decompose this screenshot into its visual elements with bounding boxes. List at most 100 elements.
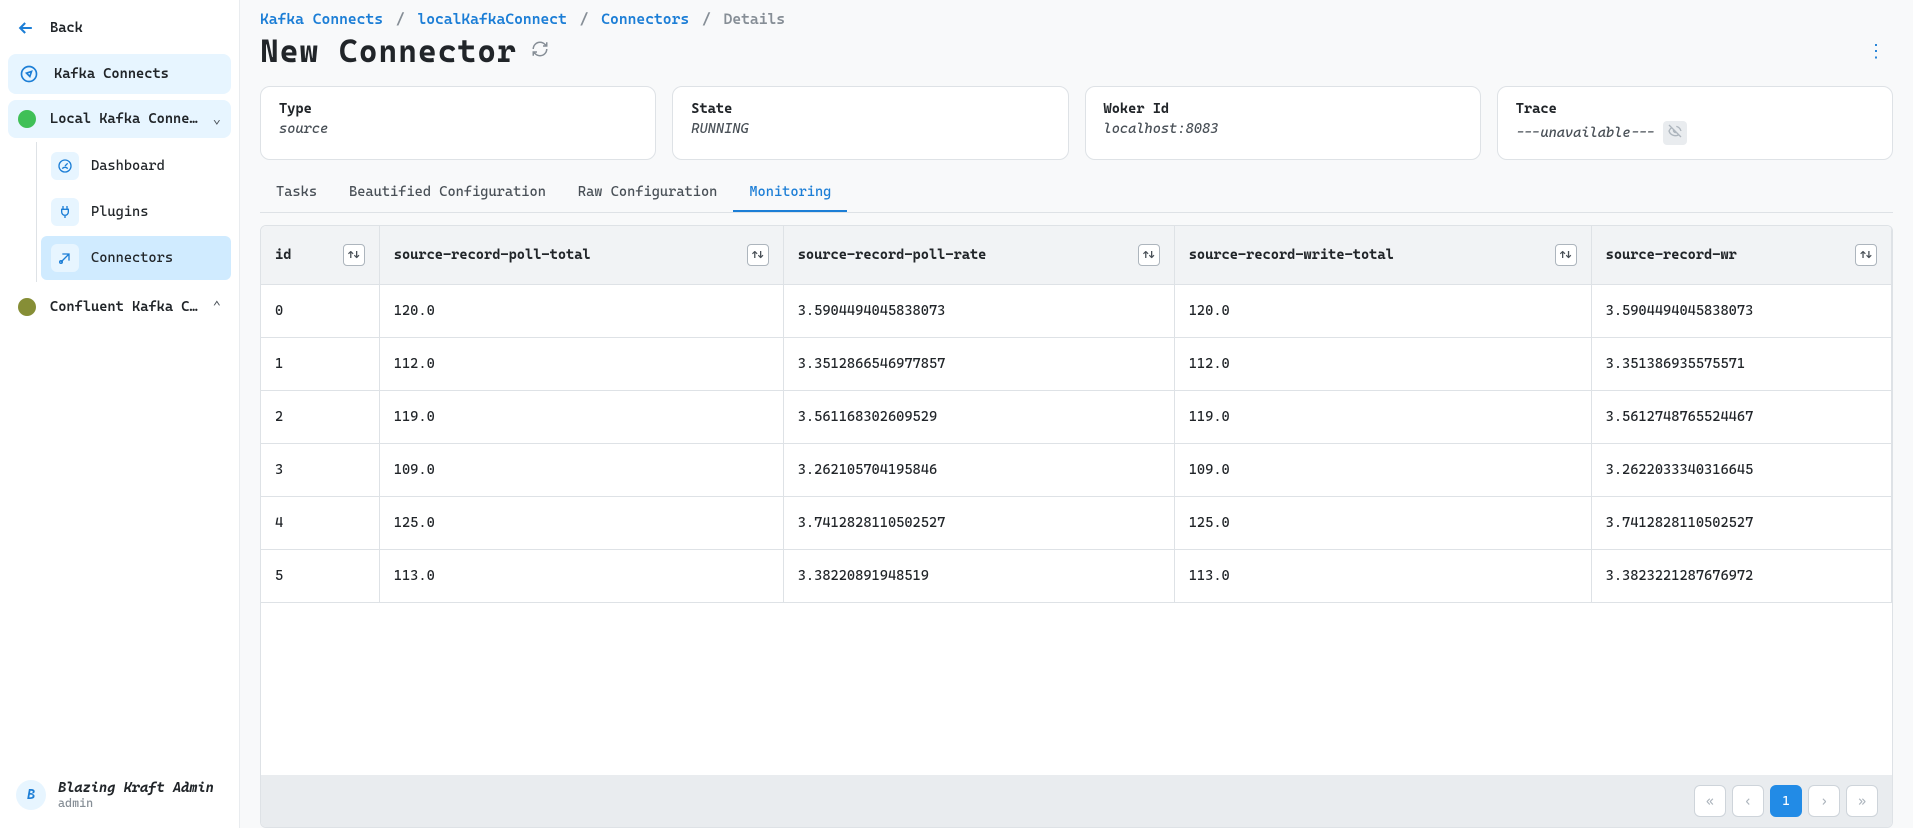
refresh-icon[interactable]	[531, 40, 549, 62]
tab-monitoring[interactable]: Monitoring	[733, 174, 847, 212]
card-label: State	[691, 101, 1049, 117]
user-footer[interactable]: B Blazing Kraft Admin admin	[8, 770, 231, 820]
sidebar-item-connectors[interactable]: Connectors	[41, 236, 231, 280]
tabs: Tasks Beautified Configuration Raw Confi…	[260, 174, 1893, 213]
sort-icon[interactable]: ↑↓	[747, 244, 769, 266]
table-row[interactable]: 4125.03.7412828110502527125.03.741282811…	[261, 497, 1892, 550]
plug-icon	[51, 198, 79, 226]
cluster-label: Local Kafka Conne…	[50, 111, 199, 127]
sidebar-item-plugins[interactable]: Plugins	[41, 190, 231, 234]
breadcrumb-link[interactable]: Connectors	[601, 10, 689, 28]
table-cell: 3.3823221287676972	[1591, 550, 1891, 603]
sort-icon[interactable]: ↑↓	[1138, 244, 1160, 266]
table-cell: 112.0	[1174, 338, 1591, 391]
dashboard-icon	[51, 152, 79, 180]
title-row: New Connector ⋮	[260, 32, 1893, 70]
card-value: RUNNING	[691, 121, 1049, 137]
table-cell: 125.0	[379, 497, 783, 550]
info-cards: Type source State RUNNING Woker Id local…	[260, 86, 1893, 160]
column-label: source-record-poll-total	[394, 247, 591, 263]
sort-icon[interactable]: ↑↓	[343, 244, 365, 266]
page-title: New Connector	[260, 32, 517, 70]
table-cell: 3.2622033340316645	[1591, 444, 1891, 497]
arrow-left-icon	[16, 18, 36, 38]
sort-icon[interactable]: ↑↓	[1855, 244, 1877, 266]
main-content: Kafka Connects / localKafkaConnect / Con…	[240, 0, 1913, 828]
tab-tasks[interactable]: Tasks	[260, 174, 333, 212]
pagination: « ‹ 1 › »	[261, 775, 1892, 827]
column-label: source-record-poll-rate	[798, 247, 987, 263]
sub-label: Connectors	[91, 250, 173, 266]
table-row[interactable]: 3109.03.262105704195846109.03.2622033340…	[261, 444, 1892, 497]
nav-kafka-connects[interactable]: Kafka Connects	[8, 54, 231, 94]
kebab-menu-icon[interactable]: ⋮	[1859, 37, 1893, 66]
table-cell: 113.0	[379, 550, 783, 603]
table-cell: 3.351386935575571	[1591, 338, 1891, 391]
status-dot-icon	[18, 298, 36, 316]
table-cell: 3.5904494045838073	[1591, 285, 1891, 338]
table-cell: 3.561168302609529	[783, 391, 1174, 444]
eye-off-icon	[1663, 121, 1687, 145]
sidebar-item-dashboard[interactable]: Dashboard	[41, 144, 231, 188]
sort-icon[interactable]: ↑↓	[1555, 244, 1577, 266]
sub-label: Dashboard	[91, 158, 165, 174]
tab-raw-config[interactable]: Raw Configuration	[562, 174, 733, 212]
nav-label: Kafka Connects	[54, 66, 221, 82]
table-cell: 3.5612748765524467	[1591, 391, 1891, 444]
breadcrumb-link[interactable]: Kafka Connects	[260, 10, 383, 28]
table-cell: 125.0	[1174, 497, 1591, 550]
card-label: Trace	[1516, 101, 1874, 117]
table-row[interactable]: 2119.03.561168302609529119.03.5612748765…	[261, 391, 1892, 444]
table-cell: 3	[261, 444, 379, 497]
table-row[interactable]: 1112.03.3512866546977857112.03.351386935…	[261, 338, 1892, 391]
column-header: source-record-write-total↑↓	[1174, 226, 1591, 285]
card-value: source	[279, 121, 637, 137]
chevron-down-icon: ⌄	[213, 111, 221, 127]
table-cell: 3.262105704195846	[783, 444, 1174, 497]
sub-label: Plugins	[91, 204, 148, 220]
compass-icon	[18, 64, 40, 84]
table-cell: 109.0	[1174, 444, 1591, 497]
page-prev-button[interactable]: ‹	[1732, 785, 1764, 817]
table-scroll[interactable]: id↑↓source-record-poll-total↑↓source-rec…	[261, 226, 1892, 775]
table-cell: 0	[261, 285, 379, 338]
user-name: Blazing Kraft Admin	[58, 780, 214, 796]
table-cell: 2	[261, 391, 379, 444]
table-cell: 119.0	[379, 391, 783, 444]
table-cell: 5	[261, 550, 379, 603]
page-first-button[interactable]: «	[1694, 785, 1726, 817]
back-label: Back	[50, 20, 83, 36]
breadcrumb-current: Details	[724, 10, 786, 28]
chevron-up-icon: ⌃	[213, 299, 221, 315]
cluster-label: Confluent Kafka C…	[50, 299, 199, 315]
table-cell: 3.38220891948519	[783, 550, 1174, 603]
card-value: localhost:8083	[1104, 121, 1462, 137]
table-cell: 112.0	[379, 338, 783, 391]
table-cell: 1	[261, 338, 379, 391]
table-cell: 4	[261, 497, 379, 550]
page-last-button[interactable]: »	[1846, 785, 1878, 817]
user-role: admin	[58, 796, 214, 810]
page-next-button[interactable]: ›	[1808, 785, 1840, 817]
page-number-button[interactable]: 1	[1770, 785, 1802, 817]
table-cell: 119.0	[1174, 391, 1591, 444]
back-button[interactable]: Back	[8, 8, 231, 48]
table-row[interactable]: 0120.03.5904494045838073120.03.590449404…	[261, 285, 1892, 338]
column-header: source-record-poll-total ↑↓	[379, 226, 783, 285]
card-state: State RUNNING	[672, 86, 1068, 160]
card-label: Type	[279, 101, 637, 117]
column-header: id↑↓	[261, 226, 379, 285]
table-cell: 3.5904494045838073	[783, 285, 1174, 338]
connector-icon	[51, 244, 79, 272]
card-value: ---unavailable---	[1516, 121, 1874, 145]
tab-beautified-config[interactable]: Beautified Configuration	[333, 174, 562, 212]
status-dot-icon	[18, 110, 36, 128]
monitoring-table: id↑↓source-record-poll-total↑↓source-rec…	[260, 225, 1893, 828]
breadcrumb-link[interactable]: localKafkaConnect	[417, 10, 566, 28]
table-row[interactable]: 5113.03.38220891948519113.03.38232212876…	[261, 550, 1892, 603]
table-cell: 3.7412828110502527	[783, 497, 1174, 550]
table-cell: 120.0	[1174, 285, 1591, 338]
nav-cluster-local[interactable]: Local Kafka Conne… ⌄	[8, 100, 231, 138]
nav-cluster-confluent[interactable]: Confluent Kafka C… ⌃	[8, 288, 231, 326]
table-cell: 109.0	[379, 444, 783, 497]
